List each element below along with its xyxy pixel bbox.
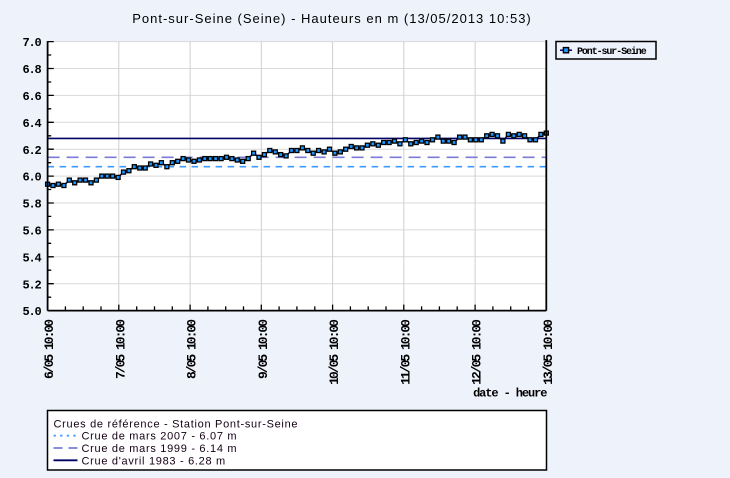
svg-text:7/05 10:00: 7/05 10:00 (113, 319, 128, 379)
svg-text:12/05 10:00: 12/05 10:00 (470, 319, 485, 385)
svg-text:6/05 10:00: 6/05 10:00 (42, 319, 57, 379)
svg-text:6.8: 6.8 (22, 63, 41, 77)
svg-text:7.0: 7.0 (22, 36, 41, 50)
svg-text:8/05 10:00: 8/05 10:00 (185, 319, 200, 379)
svg-text:Pont-sur-Seine: Pont-sur-Seine (577, 46, 647, 58)
svg-text:5.6: 5.6 (22, 225, 41, 239)
svg-text:Pont-sur-Seine (Seine) - Haute: Pont-sur-Seine (Seine) - Hauteurs en m (… (132, 11, 532, 26)
svg-text:5.0: 5.0 (22, 305, 41, 319)
svg-text:6.6: 6.6 (22, 90, 41, 104)
svg-text:5.4: 5.4 (22, 251, 41, 265)
svg-text:11/05 10:00: 11/05 10:00 (398, 319, 413, 385)
svg-text:5.8: 5.8 (22, 198, 41, 212)
svg-text:Crue de mars 2007 - 6.07 m: Crue de mars 2007 - 6.07 m (82, 431, 238, 443)
svg-text:6.0: 6.0 (22, 171, 41, 185)
svg-text:6.2: 6.2 (22, 144, 41, 158)
svg-text:Crue de mars 1999 - 6.14 m: Crue de mars 1999 - 6.14 m (82, 443, 238, 455)
svg-text:Crue d'avril 1983 - 6.28 m: Crue d'avril 1983 - 6.28 m (82, 455, 226, 467)
svg-text:Crues de référence - Station P: Crues de référence - Station Pont-sur-Se… (54, 418, 299, 430)
svg-text:6.4: 6.4 (22, 117, 41, 131)
svg-text:10/05 10:00: 10/05 10:00 (327, 319, 342, 385)
svg-text:9/05 10:00: 9/05 10:00 (256, 319, 271, 379)
svg-text:5.2: 5.2 (22, 278, 41, 292)
svg-text:date - heure: date - heure (473, 387, 547, 401)
svg-text:13/05 10:00: 13/05 10:00 (541, 319, 556, 385)
